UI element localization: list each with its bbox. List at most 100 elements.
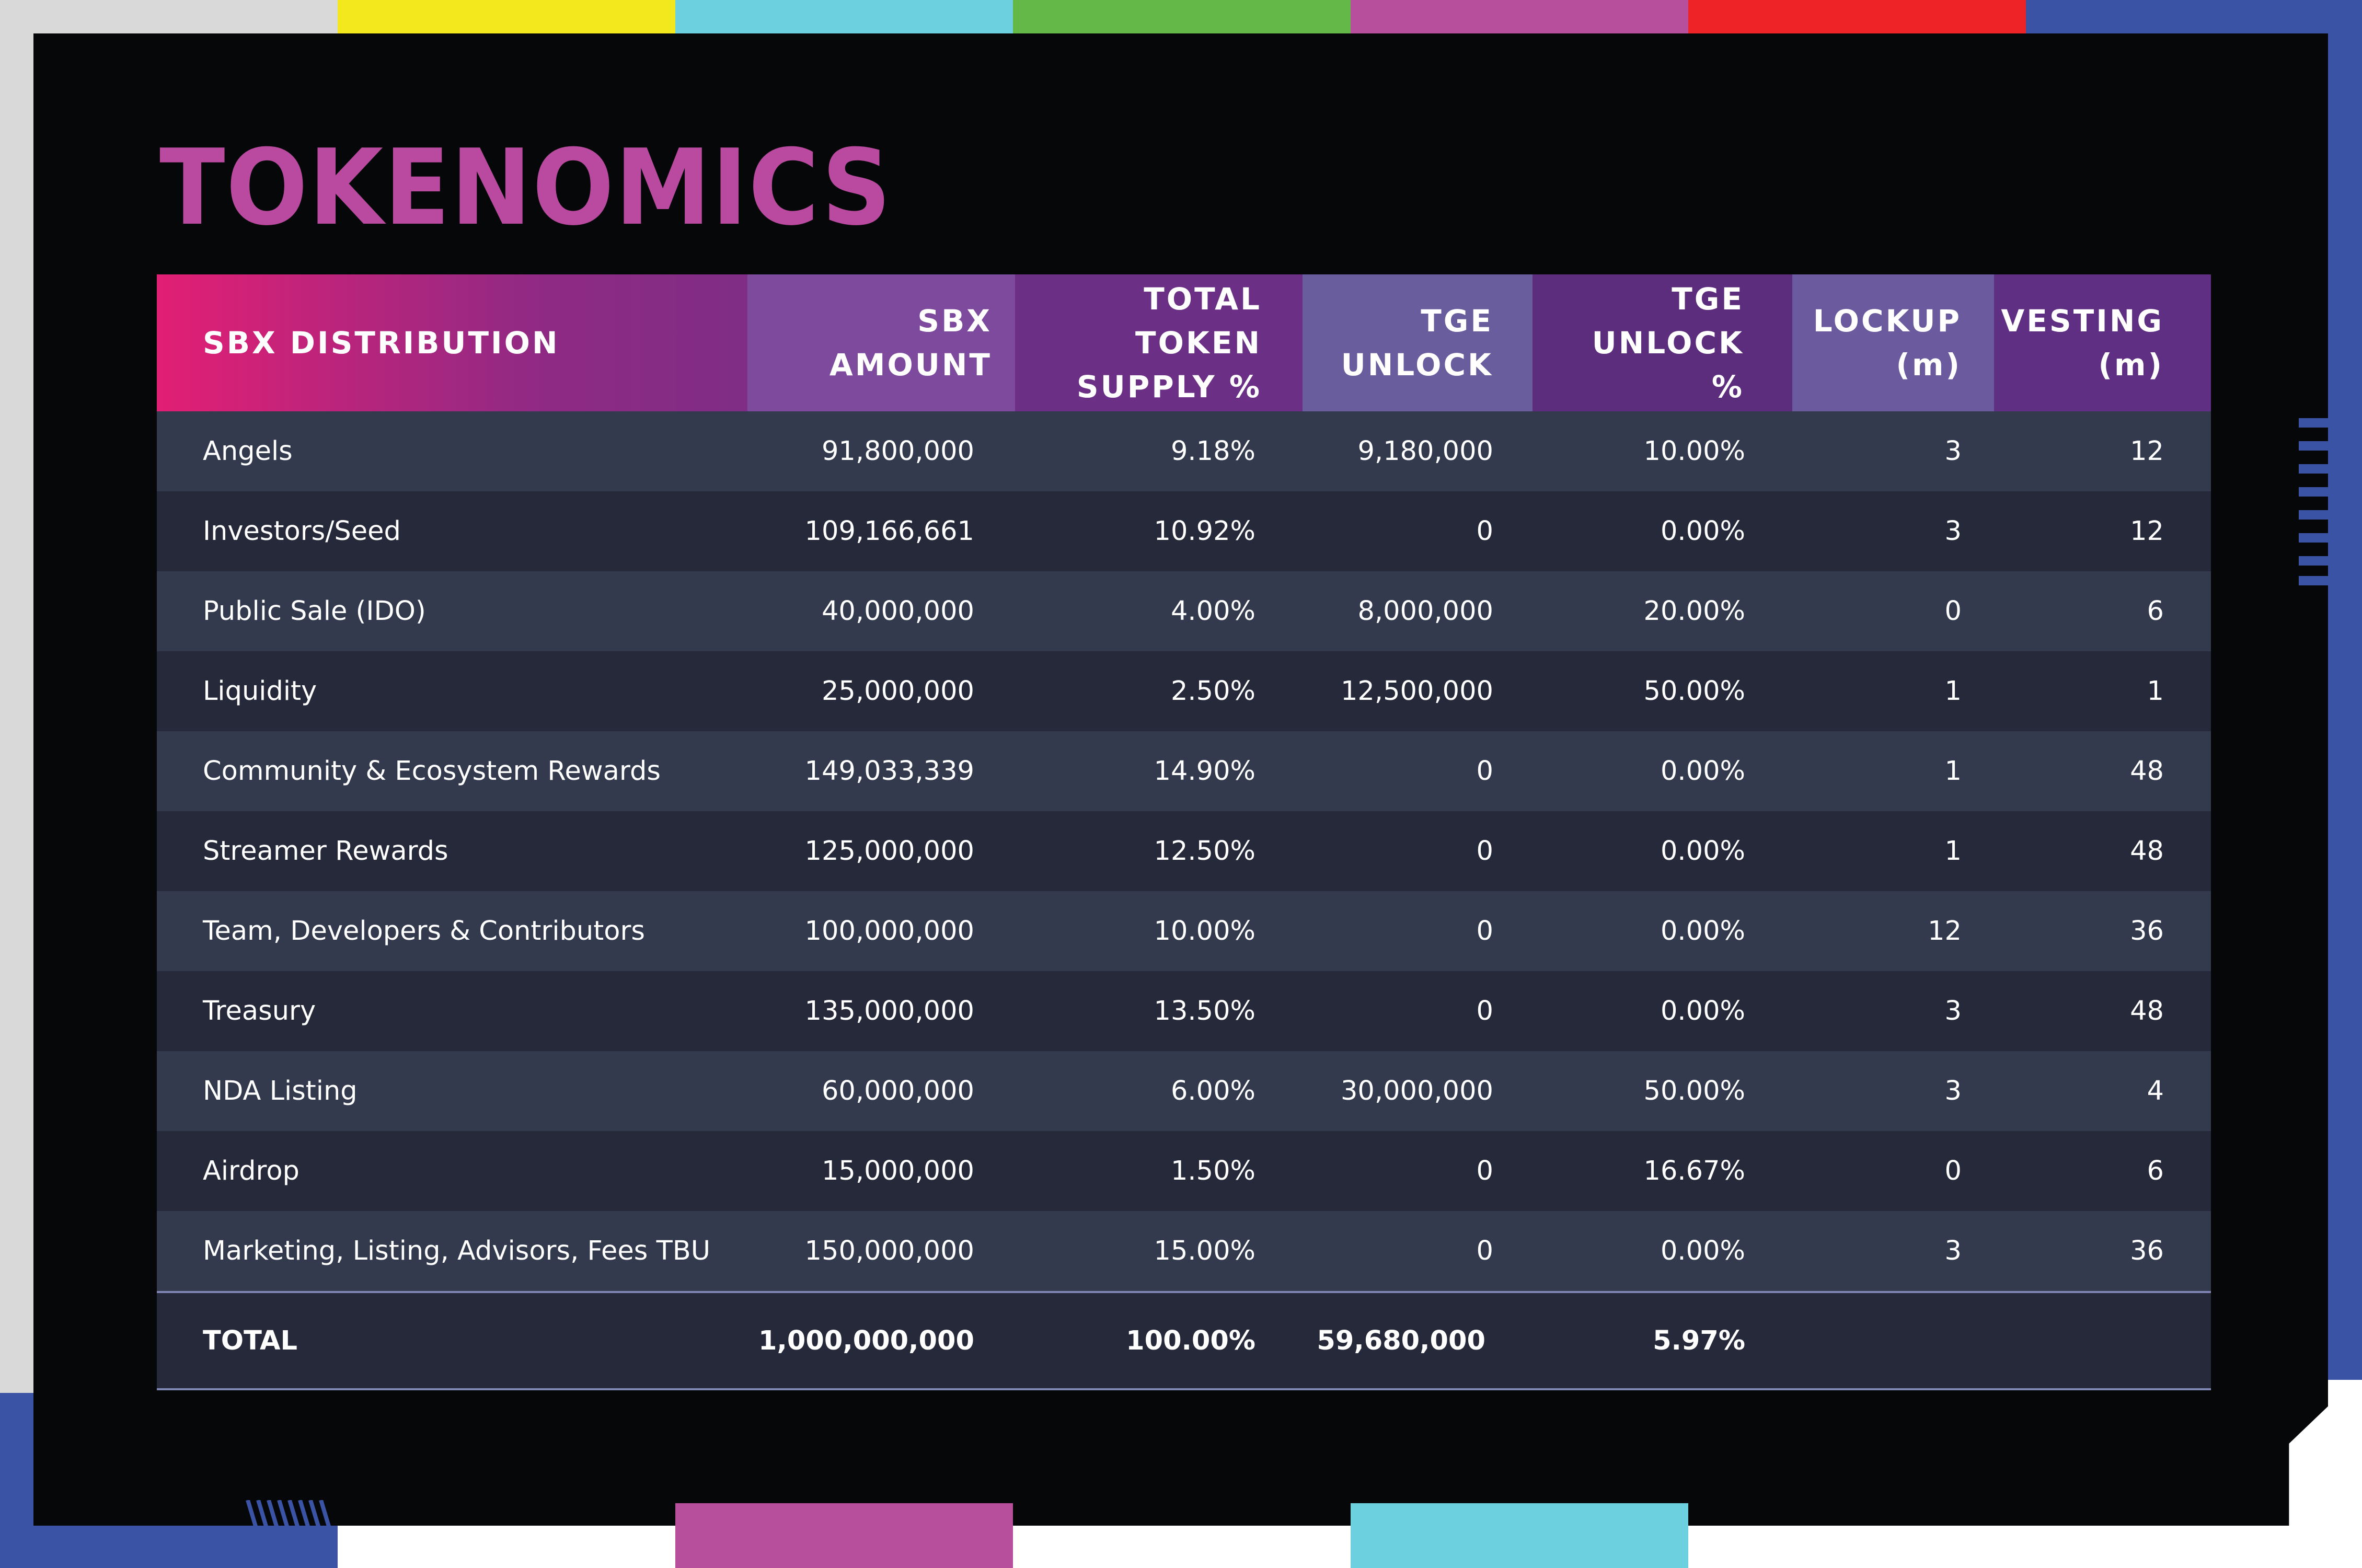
color-bar-magenta — [1351, 0, 1688, 34]
cell-supply-pct: 1.50% — [1170, 1156, 1255, 1186]
cell-tge-unlock-pct: 0.00% — [1660, 916, 1745, 947]
table-total-row: TOTAL 1,000,000,000 100.00% 59,680,000 5… — [157, 1291, 2211, 1390]
cell-tge-unlock: 0 — [1476, 996, 1493, 1027]
frame-bottom-blue — [0, 1525, 338, 1568]
table-body: Angels 91,800,000 9.18% 9,180,000 10.00% 3 12 I… — [157, 411, 2211, 1291]
cell-lockup: 3 — [1944, 436, 1962, 467]
cell-vesting: 12 — [2130, 436, 2164, 467]
cell-distribution: Treasury — [203, 996, 316, 1027]
cell-supply-pct: 10.92% — [1154, 516, 1255, 547]
cell-vesting: 4 — [2147, 1076, 2164, 1106]
table-row: Marketing, Listing, Advisors, Fees TBU 15… — [157, 1211, 2211, 1291]
cell-distribution: Angels — [203, 436, 293, 467]
cell-lockup: 3 — [1944, 1076, 1962, 1106]
frame-left-grey — [0, 0, 34, 1393]
cell-distribution: Investors/Seed — [203, 516, 401, 547]
total-tge-unlock-pct: 5.97% — [1653, 1325, 1745, 1356]
cell-tge-unlock: 0 — [1476, 516, 1493, 547]
cell-vesting: 6 — [2147, 1156, 2164, 1186]
cell-vesting: 48 — [2130, 996, 2164, 1027]
cell-tge-unlock: 12,500,000 — [1340, 676, 1493, 707]
cell-tge-unlock-pct: 16.67% — [1643, 1156, 1745, 1186]
cell-tge-unlock-pct: 0.00% — [1660, 516, 1745, 547]
cell-tge-unlock: 30,000,000 — [1340, 1076, 1493, 1106]
cell-tge-unlock-pct: 50.00% — [1643, 676, 1745, 707]
total-amount: 1,000,000,000 — [758, 1325, 974, 1356]
cell-supply-pct: 9.18% — [1170, 436, 1255, 467]
cell-lockup: 1 — [1944, 676, 1962, 707]
table-row: Angels 91,800,000 9.18% 9,180,000 10.00% 3 12 — [157, 411, 2211, 491]
cell-amount: 25,000,000 — [821, 676, 974, 707]
cell-vesting: 48 — [2130, 836, 2164, 867]
cell-tge-unlock: 0 — [1476, 916, 1493, 947]
table-row: Community & Ecosystem Rewards 149,033,339… — [157, 731, 2211, 811]
cell-distribution: Streamer Rewards — [203, 836, 448, 867]
cell-tge-unlock: 0 — [1476, 1156, 1493, 1186]
cell-distribution: Liquidity — [203, 676, 317, 707]
tokenomics-table: SBX DISTRIBUTION SBX AMOUNT TOTAL TOKEN … — [157, 274, 2211, 1390]
cell-supply-pct: 2.50% — [1170, 676, 1255, 707]
cell-distribution: Marketing, Listing, Advisors, Fees TBU — [203, 1236, 711, 1266]
cell-supply-pct: 14.90% — [1154, 756, 1255, 787]
cell-amount: 40,000,000 — [821, 596, 974, 627]
cell-tge-unlock-pct: 0.00% — [1660, 1236, 1745, 1266]
table-row: NDA Listing 60,000,000 6.00% 30,000,000 50.0… — [157, 1051, 2211, 1131]
total-supply-pct: 100.00% — [1126, 1325, 1255, 1356]
cell-lockup: 3 — [1944, 996, 1962, 1027]
cell-amount: 125,000,000 — [804, 836, 974, 867]
cell-distribution: Public Sale (IDO) — [203, 596, 426, 627]
cell-distribution: Airdrop — [203, 1156, 299, 1186]
header-tge-unlock-pct: TGE UNLOCK % — [1533, 274, 1792, 411]
cell-tge-unlock: 0 — [1476, 1236, 1493, 1266]
cell-lockup: 3 — [1944, 516, 1962, 547]
color-bar-cyan — [675, 0, 1013, 34]
cell-supply-pct: 15.00% — [1154, 1236, 1255, 1266]
cell-lockup: 12 — [1928, 916, 1962, 947]
cell-supply-pct: 6.00% — [1170, 1076, 1255, 1106]
color-bar-grey — [0, 0, 338, 34]
total-tge-unlock: 59,680,000 — [1317, 1325, 1485, 1356]
cell-amount: 15,000,000 — [821, 1156, 974, 1186]
cell-vesting: 1 — [2147, 676, 2164, 707]
color-bar-red — [1688, 0, 2026, 34]
cell-amount: 91,800,000 — [821, 436, 974, 467]
cell-tge-unlock: 9,180,000 — [1357, 436, 1493, 467]
cell-tge-unlock: 0 — [1476, 836, 1493, 867]
cell-vesting: 36 — [2130, 1236, 2164, 1266]
cell-tge-unlock: 0 — [1476, 756, 1493, 787]
cell-lockup: 0 — [1944, 1156, 1962, 1186]
cell-amount: 60,000,000 — [821, 1076, 974, 1106]
cell-vesting: 48 — [2130, 756, 2164, 787]
cell-distribution: Team, Developers & Contributors — [203, 916, 645, 947]
table-row: Treasury 135,000,000 13.50% 0 0.00% 3 48 — [157, 971, 2211, 1051]
cell-supply-pct: 10.00% — [1154, 916, 1255, 947]
cell-vesting: 6 — [2147, 596, 2164, 627]
table-row: Team, Developers & Contributors 100,000,0… — [157, 891, 2211, 971]
color-bar-yellow — [338, 0, 675, 34]
table-row: Liquidity 25,000,000 2.50% 12,500,000 50.00%… — [157, 651, 2211, 731]
cell-tge-unlock: 8,000,000 — [1357, 596, 1493, 627]
cell-lockup: 1 — [1944, 756, 1962, 787]
bottom-tab-magenta — [675, 1503, 1013, 1568]
color-bar-blue — [2026, 0, 2362, 34]
cell-tge-unlock-pct: 0.00% — [1660, 996, 1745, 1027]
table-row: Streamer Rewards 125,000,000 12.50% 0 0.00% 1… — [157, 811, 2211, 891]
cell-vesting: 36 — [2130, 916, 2164, 947]
header-amount: SBX AMOUNT — [747, 274, 1015, 411]
frame-right-blue — [2326, 0, 2362, 1380]
right-comb-decoration — [2299, 418, 2328, 585]
cell-lockup: 3 — [1944, 1236, 1962, 1266]
bottom-tab-cyan — [1351, 1503, 1688, 1568]
color-bar-green — [1013, 0, 1351, 34]
cell-tge-unlock-pct: 10.00% — [1643, 436, 1745, 467]
cell-supply-pct: 12.50% — [1154, 836, 1255, 867]
cell-supply-pct: 4.00% — [1170, 596, 1255, 627]
table-row: Public Sale (IDO) 40,000,000 4.00% 8,000,00… — [157, 571, 2211, 651]
cell-lockup: 0 — [1944, 596, 1962, 627]
cell-amount: 135,000,000 — [804, 996, 974, 1027]
cell-vesting: 12 — [2130, 516, 2164, 547]
header-distribution: SBX DISTRIBUTION — [157, 274, 747, 411]
header-vesting: VESTING (m) — [1994, 274, 2211, 411]
cell-distribution: NDA Listing — [203, 1076, 358, 1106]
cell-tge-unlock-pct: 0.00% — [1660, 756, 1745, 787]
